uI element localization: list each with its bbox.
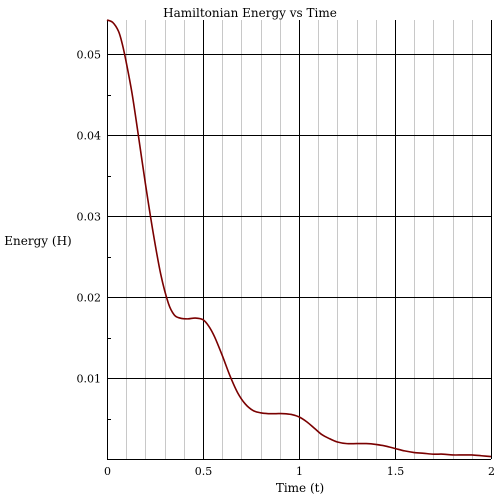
x-tick-label: 1 <box>296 465 303 478</box>
energy-series-line <box>106 19 492 458</box>
y-tick-label: 0.02 <box>77 292 102 305</box>
y-tick-label: 0.04 <box>77 130 102 143</box>
y-tick-labels: 0.01 0.02 0.03 0.04 0.05 <box>77 49 102 386</box>
y-tick-label: 0.05 <box>77 49 102 62</box>
x-tick-label: 2 <box>488 465 495 478</box>
y-tick-label: 0.03 <box>77 211 102 224</box>
x-tick-label: 1.5 <box>387 465 405 478</box>
x-tick-label: 0 <box>104 465 111 478</box>
x-tick-labels: 0 0.5 1 1.5 2 <box>104 465 495 478</box>
y-axis-label: Energy (H) <box>4 234 71 248</box>
major-grid <box>107 20 492 460</box>
minor-grid <box>107 20 473 459</box>
chart-title: Hamiltonian Energy vs Time <box>163 6 337 20</box>
x-axis-label: Time (t) <box>276 481 324 495</box>
y-tick-label: 0.01 <box>77 373 102 386</box>
x-tick-label: 0.5 <box>195 465 213 478</box>
